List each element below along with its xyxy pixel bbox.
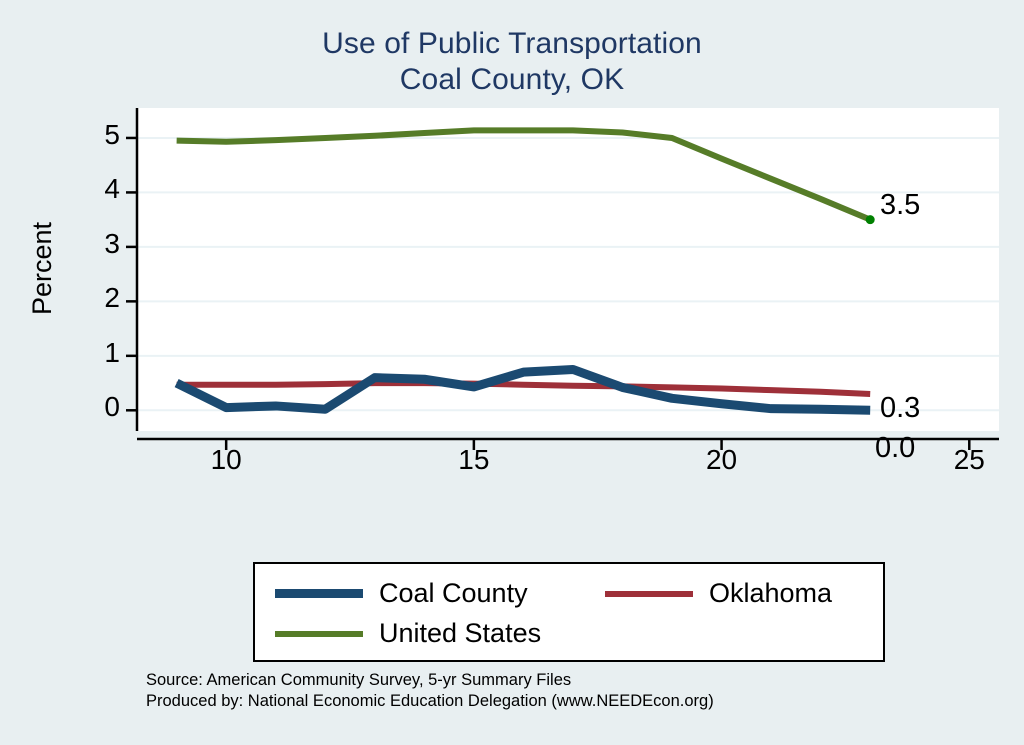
chart-legend: Coal County Oklahoma United States	[253, 562, 885, 662]
legend-label-coal-county: Coal County	[379, 578, 528, 608]
y-tick-label: 4	[104, 173, 120, 205]
y-tick-label: 3	[104, 227, 120, 259]
chart-title: Use of Public Transportation Coal County…	[0, 26, 1024, 98]
legend-item-oklahoma[interactable]: Oklahoma	[605, 578, 832, 609]
y-tick-label: 5	[104, 118, 120, 150]
footer-notes: Source: American Community Survey, 5-yr …	[146, 670, 714, 712]
legend-item-united-states[interactable]: United States	[275, 618, 541, 649]
end-label-oklahoma: 0.3	[880, 392, 921, 424]
legend-swatch-coal-county	[275, 589, 363, 598]
series-line-united-states	[176, 127, 872, 223]
plot-svg	[137, 127, 999, 415]
legend-label-oklahoma: Oklahoma	[709, 578, 833, 608]
producer-note: Produced by: National Economic Education…	[146, 692, 714, 710]
legend-swatch-united-states	[275, 630, 363, 637]
end-label-united-states: 3.5	[880, 189, 921, 221]
series-line-coal-county	[174, 364, 871, 415]
chart-title-line-2: Coal County, OK	[399, 63, 625, 96]
y-tick-label: 1	[104, 336, 120, 368]
series-line-oklahoma	[176, 380, 871, 397]
end-label-coal-county: 0.0	[875, 432, 916, 464]
legend-swatch-oklahoma	[605, 590, 693, 597]
axis-lines	[126, 108, 999, 450]
legend-item-coal-county[interactable]: Coal County	[275, 578, 528, 609]
y-tick-label: 0	[104, 391, 120, 423]
chart-title-line-1: Use of Public Transportation	[322, 27, 702, 60]
source-note: Source: American Community Survey, 5-yr …	[146, 671, 572, 689]
plot-area	[137, 108, 999, 431]
series-end-marker-united-states	[865, 215, 875, 225]
y-tick-label: 2	[104, 282, 120, 314]
legend-label-united-states: United States	[379, 618, 542, 648]
